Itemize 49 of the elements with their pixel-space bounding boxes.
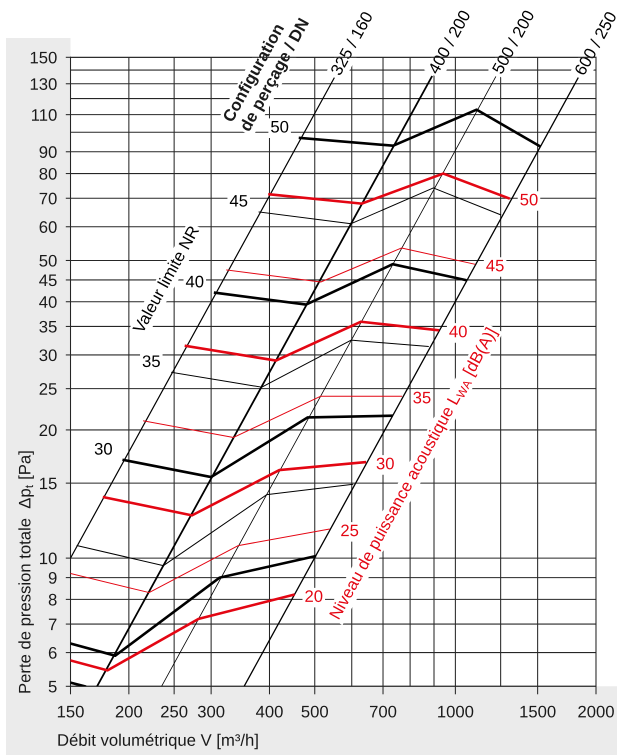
- y-tick-label: 60: [40, 221, 57, 233]
- x-tick-label: 150: [58, 706, 84, 718]
- y-tick-label: 7: [48, 618, 56, 630]
- y-tick-label: 30: [39, 349, 57, 362]
- x-tick-label: 1500: [520, 706, 556, 718]
- line-series: [102, 460, 366, 517]
- y-tick-label: 45: [39, 274, 57, 286]
- series-label: 45: [230, 195, 248, 207]
- series-label: 25: [341, 524, 358, 536]
- y-tick-label: 90: [40, 146, 57, 158]
- x-axis-title: Débit volumétrique V [m³/h]: [58, 734, 258, 750]
- y-tick-label: 20: [40, 424, 57, 436]
- y-tick-label: 15: [40, 478, 57, 490]
- x-tick-label: 2000: [578, 706, 614, 718]
- text: 600 / 250: [574, 10, 617, 76]
- y-tick-label: 40: [39, 296, 57, 308]
- text: 325 / 160: [330, 10, 374, 76]
- text: 500 / 200: [491, 9, 535, 75]
- y-tick-label: 6: [48, 646, 57, 659]
- series-label: 35: [142, 355, 160, 368]
- series-label: 35: [413, 392, 431, 404]
- y-tick-label: 110: [32, 109, 57, 121]
- y-tick-label: 50: [39, 254, 57, 267]
- y-tick-label: 8: [48, 594, 57, 606]
- y-tick-label: 150: [30, 52, 57, 64]
- y-tick-label: 80: [39, 168, 57, 180]
- text: 400 / 200: [427, 9, 471, 75]
- y-tick-label: 10: [40, 552, 57, 564]
- series-label: 45: [486, 260, 504, 272]
- x-tick-label: 500: [302, 706, 328, 718]
- x-tick-label: 200: [116, 706, 142, 718]
- series-label: 30: [94, 442, 112, 455]
- y-tick-label: 130: [30, 78, 57, 90]
- x-tick-label: 400: [256, 706, 283, 718]
- series-label: 50: [520, 194, 538, 206]
- y-axis-title: Perte de pression totale Δp$_{t}$ [Pa]: [18, 451, 34, 693]
- series-label: 40: [186, 276, 204, 288]
- x-tick-label: 700: [370, 706, 396, 718]
- series-label: 50: [271, 120, 288, 133]
- y-tick-label: 70: [40, 192, 57, 204]
- y-tick-label: 25: [40, 383, 57, 395]
- y-tick-label: 9: [48, 572, 57, 584]
- x-tick-label: 300: [198, 706, 224, 718]
- y-tick-label: 35: [39, 320, 57, 333]
- series-label: 20: [305, 590, 322, 602]
- series-label: 30: [376, 458, 394, 470]
- x-tick-label: 1000: [438, 706, 474, 718]
- y-tick-label: 5: [48, 680, 57, 693]
- x-tick-label: 250: [161, 706, 188, 718]
